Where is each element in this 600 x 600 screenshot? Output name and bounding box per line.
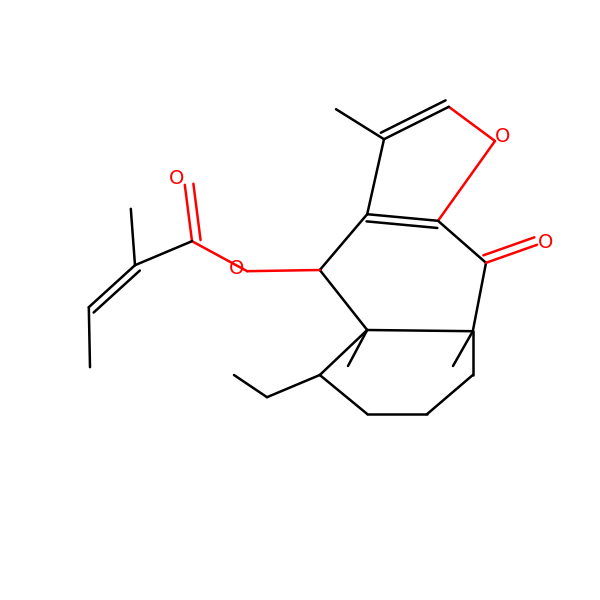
Text: O: O bbox=[538, 233, 554, 252]
Text: O: O bbox=[169, 169, 184, 188]
Text: O: O bbox=[229, 259, 244, 278]
Text: O: O bbox=[495, 127, 511, 146]
